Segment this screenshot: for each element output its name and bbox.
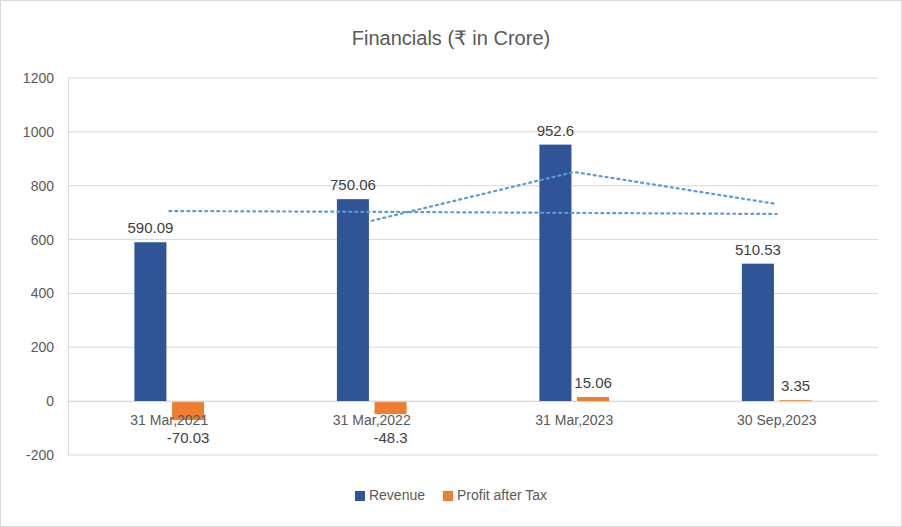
chart-border	[1, 1, 902, 527]
x-tick: 30 Sep,2023	[737, 401, 817, 428]
data-label: 952.6	[537, 122, 575, 139]
y-tick: 1000	[23, 124, 68, 140]
grid-line	[68, 185, 878, 186]
bar	[742, 264, 774, 401]
legend-label: Revenue	[369, 487, 425, 503]
bar	[539, 145, 571, 402]
legend-swatch	[355, 491, 365, 501]
x-axis: 31 Mar,2021 31 Mar,2022 31 Mar,2023 30 Sep,…	[69, 401, 879, 428]
data-label: -48.3	[373, 429, 407, 446]
legend-item: Revenue	[355, 487, 425, 503]
trend-line	[372, 172, 777, 221]
plot-area	[134, 145, 811, 420]
legend-label: Profit after Tax	[457, 487, 547, 503]
y-tick: 600	[31, 232, 68, 248]
y-tick: 200	[31, 339, 68, 355]
data-label: 750.06	[330, 176, 376, 193]
grid-line	[68, 131, 878, 132]
y-tick: 400	[31, 285, 68, 301]
y-tick: 0	[46, 393, 68, 409]
y-tick-label: 1200	[23, 70, 54, 86]
y-tick-label: 1000	[23, 124, 54, 140]
chart: Financials (₹ in Crore) -200 0 200 400 600 800…	[0, 0, 902, 527]
x-tick-label: 31 Mar,2021	[130, 412, 208, 428]
y-tick-label: 0	[46, 393, 54, 409]
y-tick-label: 400	[31, 285, 55, 301]
x-tick-label: 30 Sep,2023	[737, 412, 817, 428]
y-tick-label: 800	[31, 178, 55, 194]
x-tick: 31 Mar,2022	[333, 401, 411, 428]
data-label: 590.09	[127, 219, 173, 236]
y-tick-label: -200	[26, 447, 54, 463]
grid	[68, 78, 878, 455]
legend-item: Profit after Tax	[443, 487, 547, 503]
x-tick: 31 Mar,2021	[130, 401, 208, 428]
grid-line	[68, 78, 878, 79]
x-tick-label: 31 Mar,2023	[535, 412, 613, 428]
y-tick-label: 600	[31, 232, 55, 248]
bar	[134, 242, 166, 401]
y-axis: -200 0 200 400 600 800 1000 1200	[23, 70, 69, 463]
y-axis-line	[68, 79, 69, 456]
y-tick: 1200	[23, 70, 68, 86]
chart-title: Financials (₹ in Crore)	[352, 27, 550, 49]
y-tick-label: 200	[31, 339, 55, 355]
x-tick: 31 Mar,2023	[535, 401, 613, 428]
data-label: -70.03	[167, 429, 210, 446]
grid-line	[68, 455, 878, 456]
legend-swatch	[443, 491, 453, 501]
y-tick: -200	[26, 447, 68, 463]
legend: Revenue Profit after Tax	[355, 487, 547, 503]
data-label: 510.53	[735, 241, 781, 258]
trend-line	[169, 211, 777, 214]
data-label: 3.35	[781, 377, 810, 394]
bar	[577, 397, 609, 401]
x-axis-line	[69, 401, 879, 402]
bar	[337, 199, 369, 401]
x-tick-label: 31 Mar,2022	[333, 412, 411, 428]
y-tick: 800	[31, 178, 68, 194]
data-label: 15.06	[574, 374, 612, 391]
data-labels: 590.09 750.06 952.6 510.53 -70.03 -48.3 15.06 3…	[127, 122, 810, 447]
